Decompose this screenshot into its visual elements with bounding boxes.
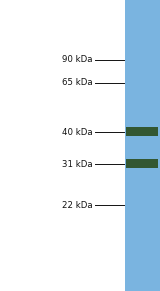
Bar [125, 0, 160, 291]
Bar [126, 127, 158, 136]
Text: 31 kDa: 31 kDa [62, 160, 93, 169]
Text: 40 kDa: 40 kDa [62, 128, 93, 137]
Bar [126, 159, 158, 168]
Text: 65 kDa: 65 kDa [62, 79, 93, 87]
Text: 22 kDa: 22 kDa [62, 201, 93, 210]
Text: 90 kDa: 90 kDa [62, 55, 93, 64]
